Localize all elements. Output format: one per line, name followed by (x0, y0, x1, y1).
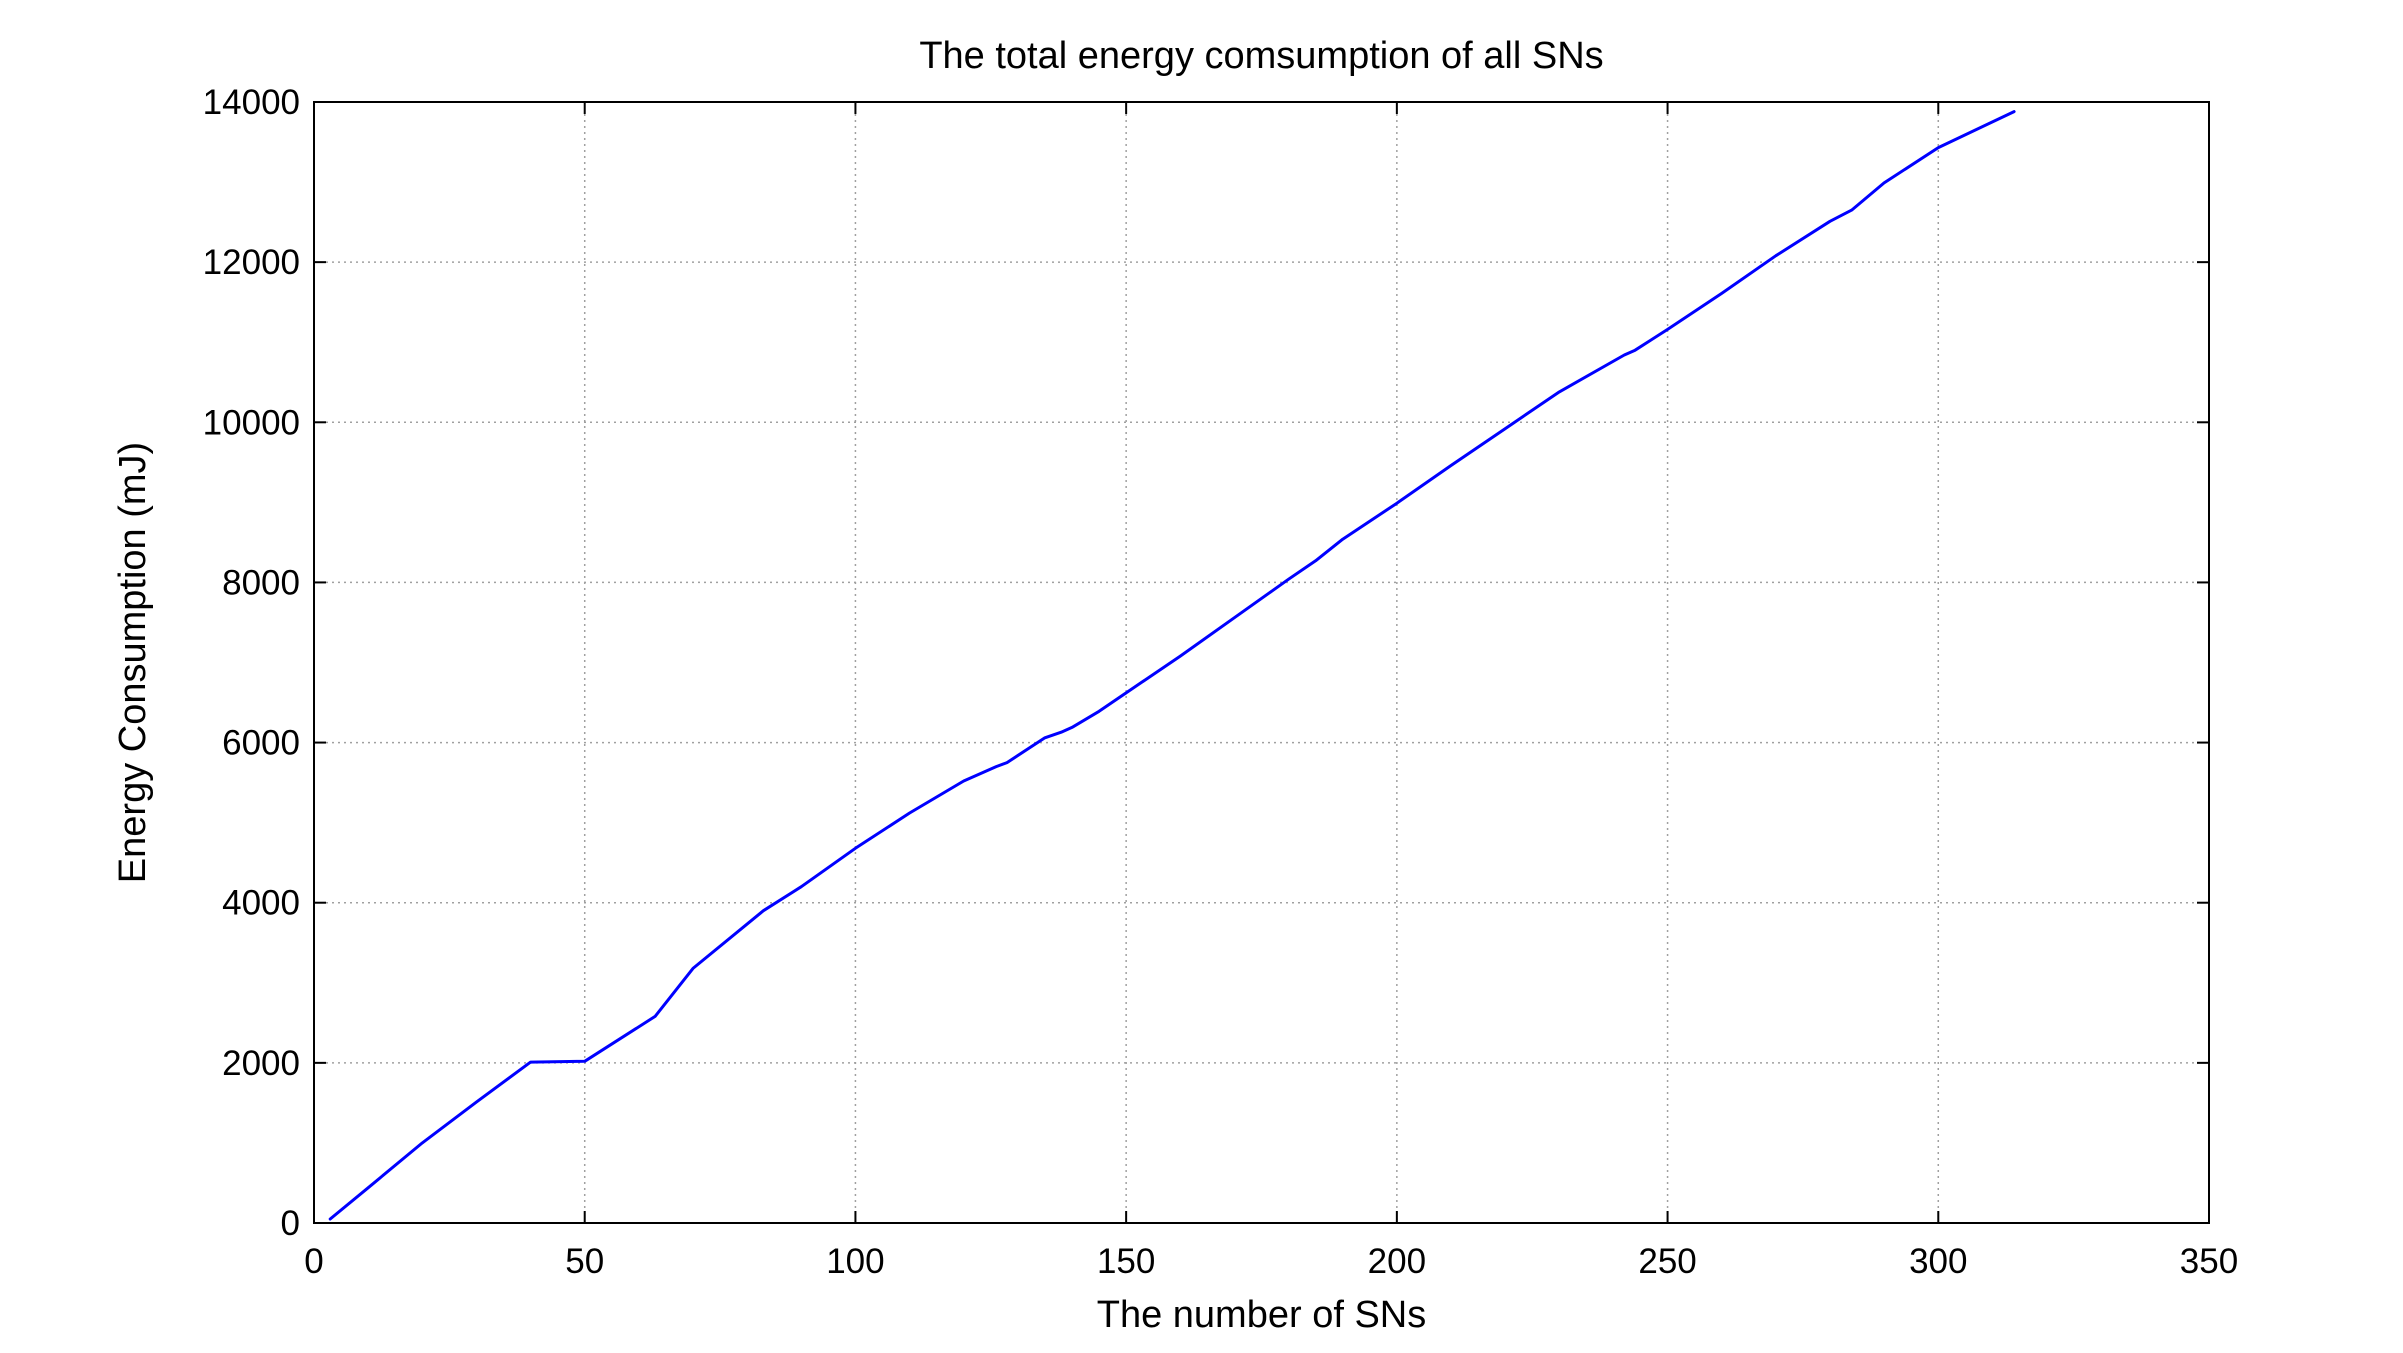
x-axis-tick-labels: 0 50 100 150 200 250 300 350 (304, 1242, 2238, 1281)
y-tick-label: 2000 (222, 1044, 300, 1083)
x-axis-title: The number of SNs (1097, 1294, 1426, 1336)
y-axis-title: Energy Consumption (mJ) (112, 442, 154, 883)
y-tick-label: 12000 (203, 243, 300, 282)
x-tick-label: 0 (304, 1242, 323, 1281)
x-tick-label: 100 (826, 1242, 884, 1281)
x-tick-label: 350 (2180, 1242, 2238, 1281)
axis-ticks (313, 101, 2210, 1224)
y-tick-label: 4000 (222, 884, 300, 923)
x-tick-label: 250 (1638, 1242, 1696, 1281)
grid-lines (314, 102, 2209, 1223)
y-axis-tick-labels: 0 2000 4000 6000 8000 10000 12000 14000 (203, 83, 300, 1243)
y-tick-label: 6000 (222, 724, 300, 763)
x-tick-label: 300 (1909, 1242, 1967, 1281)
series-layer (328, 110, 2016, 1221)
y-tick-label: 8000 (222, 563, 300, 602)
x-tick-label: 200 (1368, 1242, 1426, 1281)
y-tick-label: 10000 (203, 403, 300, 442)
y-tick-label: 14000 (203, 83, 300, 122)
plot-area-frame (313, 101, 2210, 1224)
chart-title: The total energy comsumption of all SNs (919, 35, 1603, 77)
x-tick-label: 150 (1097, 1242, 1155, 1281)
y-tick-label: 0 (281, 1204, 300, 1243)
x-tick-label: 50 (565, 1242, 604, 1281)
